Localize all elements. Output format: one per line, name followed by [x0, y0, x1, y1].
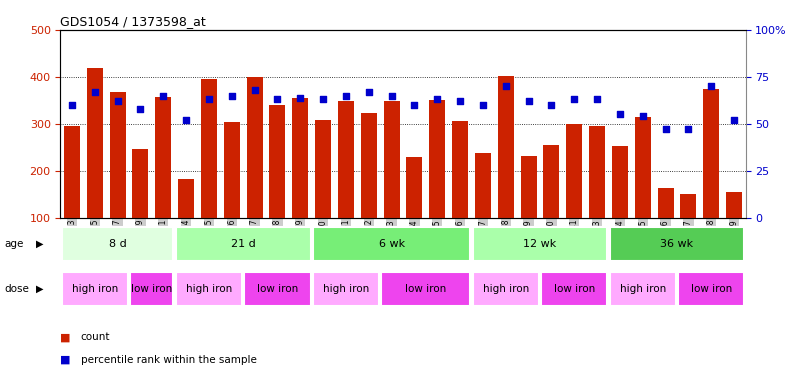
Bar: [64, 126, 80, 218]
Text: 36 wk: 36 wk: [660, 239, 694, 249]
Text: 6 wk: 6 wk: [379, 239, 405, 249]
Text: 12 wk: 12 wk: [523, 239, 557, 249]
Bar: [472, 226, 608, 261]
Bar: [313, 226, 471, 261]
Text: low iron: low iron: [131, 284, 172, 294]
Text: low iron: low iron: [691, 284, 732, 294]
Bar: [521, 156, 537, 218]
Point: [293, 94, 306, 100]
Bar: [609, 226, 745, 261]
Bar: [244, 272, 310, 306]
Point: [659, 126, 672, 132]
Bar: [176, 272, 242, 306]
Bar: [498, 76, 513, 217]
Point: [65, 102, 78, 108]
Bar: [589, 126, 605, 218]
Bar: [178, 178, 194, 218]
Point: [476, 102, 489, 108]
Bar: [680, 194, 696, 217]
Bar: [609, 272, 676, 306]
Bar: [361, 113, 376, 218]
Point: [362, 89, 375, 95]
Bar: [541, 272, 608, 306]
Bar: [384, 101, 400, 217]
Text: high iron: high iron: [620, 284, 666, 294]
Text: low iron: low iron: [257, 284, 298, 294]
Point: [682, 126, 695, 132]
Point: [248, 87, 261, 93]
Bar: [156, 97, 171, 218]
Bar: [269, 105, 285, 218]
Point: [88, 89, 101, 95]
Bar: [315, 120, 331, 218]
Text: GDS1054 / 1373598_at: GDS1054 / 1373598_at: [60, 15, 206, 28]
Point: [454, 98, 467, 104]
Text: 8 d: 8 d: [109, 239, 127, 249]
Point: [202, 96, 215, 102]
Bar: [132, 148, 148, 217]
Point: [180, 117, 193, 123]
Point: [567, 96, 580, 102]
Text: low iron: low iron: [554, 284, 595, 294]
Bar: [61, 226, 173, 261]
Text: ▶: ▶: [36, 284, 44, 294]
Bar: [678, 272, 745, 306]
Point: [704, 83, 717, 89]
Point: [728, 117, 741, 123]
Bar: [110, 92, 126, 218]
Bar: [430, 100, 445, 218]
Point: [636, 113, 649, 119]
Point: [111, 98, 124, 104]
Bar: [130, 272, 173, 306]
Bar: [381, 272, 471, 306]
Bar: [224, 122, 239, 218]
Point: [271, 96, 284, 102]
Bar: [726, 192, 742, 217]
Text: ■: ■: [60, 355, 71, 365]
Bar: [704, 88, 719, 218]
Text: ▶: ▶: [36, 239, 44, 249]
Text: high iron: high iron: [483, 284, 529, 294]
Bar: [313, 272, 379, 306]
Point: [545, 102, 558, 108]
Point: [385, 93, 398, 99]
Bar: [406, 157, 422, 218]
Point: [156, 93, 169, 99]
Point: [408, 102, 421, 108]
Text: ■: ■: [60, 333, 71, 342]
Point: [134, 106, 147, 112]
Text: high iron: high iron: [72, 284, 118, 294]
Bar: [635, 117, 650, 218]
Bar: [543, 145, 559, 218]
Bar: [452, 122, 468, 218]
Bar: [658, 188, 674, 218]
Bar: [293, 98, 308, 218]
Bar: [472, 272, 539, 306]
Bar: [567, 124, 582, 218]
Bar: [201, 79, 217, 218]
Text: count: count: [81, 333, 110, 342]
Text: high iron: high iron: [185, 284, 232, 294]
Text: 21 d: 21 d: [231, 239, 256, 249]
Text: low iron: low iron: [405, 284, 447, 294]
Bar: [338, 101, 354, 217]
Point: [225, 93, 239, 99]
Point: [339, 93, 352, 99]
Point: [522, 98, 535, 104]
Text: percentile rank within the sample: percentile rank within the sample: [81, 355, 256, 365]
Point: [430, 96, 443, 102]
Text: age: age: [4, 239, 23, 249]
Point: [499, 83, 513, 89]
Bar: [612, 146, 628, 218]
Text: high iron: high iron: [322, 284, 369, 294]
Bar: [247, 77, 263, 218]
Bar: [475, 153, 491, 218]
Point: [613, 111, 626, 117]
Bar: [87, 68, 102, 218]
Bar: [61, 272, 128, 306]
Point: [591, 96, 604, 102]
Point: [317, 96, 330, 102]
Text: dose: dose: [4, 284, 29, 294]
Bar: [176, 226, 310, 261]
